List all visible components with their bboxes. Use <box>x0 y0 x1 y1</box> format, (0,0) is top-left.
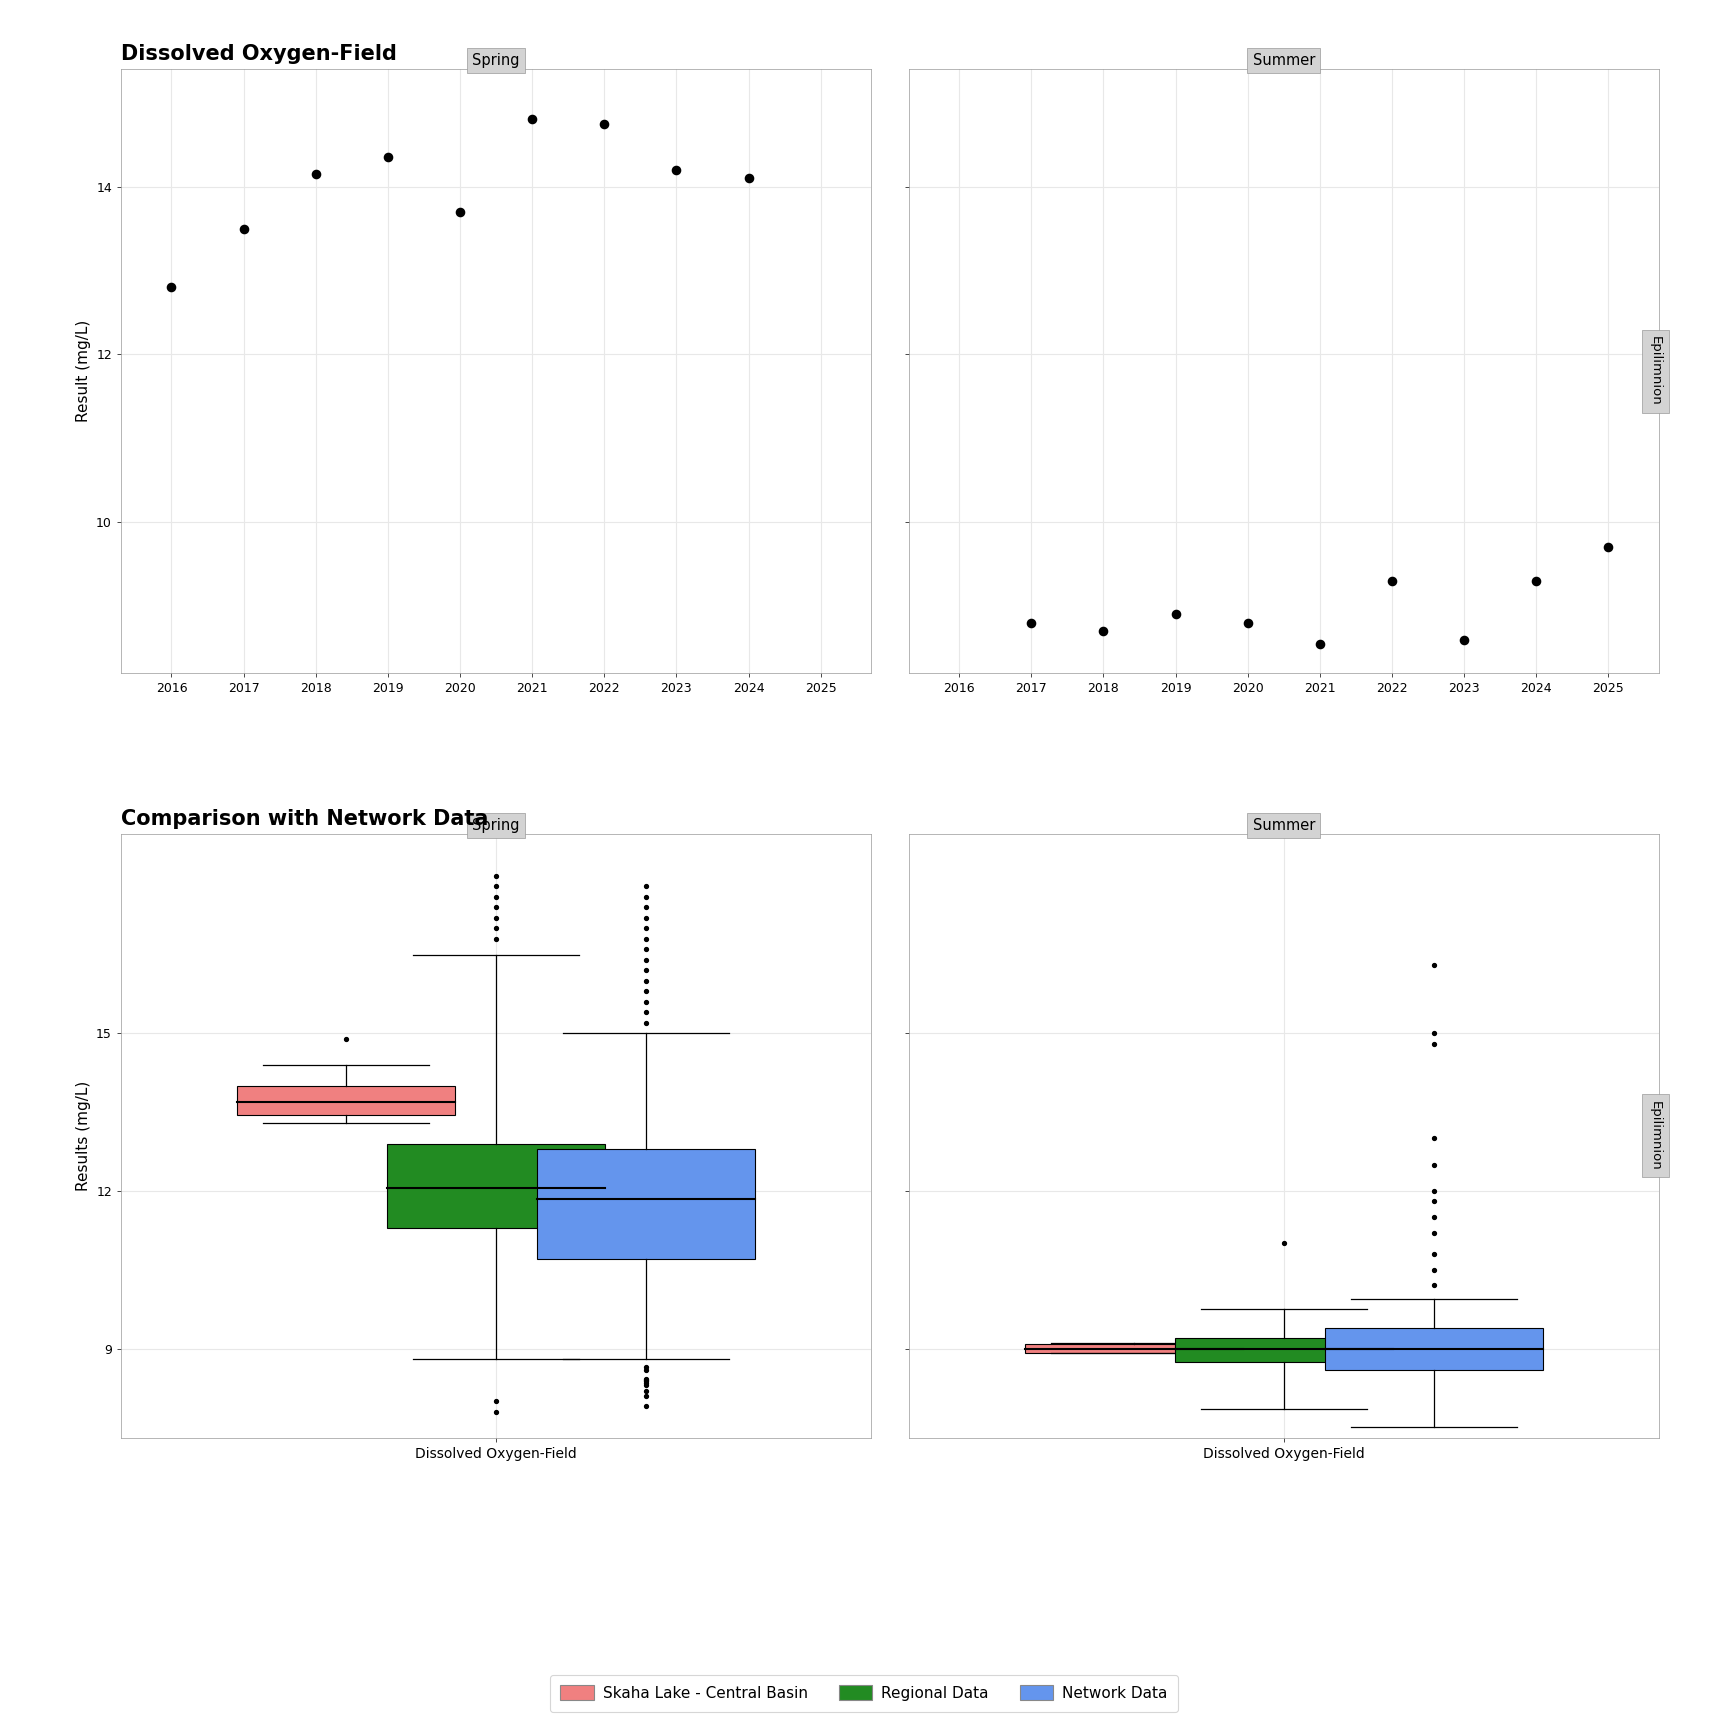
Point <box>1379 567 1407 594</box>
Text: Comparison with Network Data: Comparison with Network Data <box>121 809 489 829</box>
Point <box>1450 626 1477 653</box>
Point <box>1234 608 1261 636</box>
Point <box>1306 631 1334 658</box>
Point <box>734 164 762 192</box>
Point <box>230 214 257 242</box>
Point <box>1161 601 1189 629</box>
Y-axis label: Results (mg/L): Results (mg/L) <box>76 1080 90 1191</box>
Point <box>1522 567 1550 594</box>
Point <box>446 199 473 226</box>
Title: Summer: Summer <box>1253 54 1315 67</box>
Point <box>518 105 546 133</box>
Point <box>662 156 689 183</box>
Point <box>302 161 330 188</box>
Bar <box>387 1144 605 1227</box>
Point <box>591 111 619 138</box>
Point <box>1090 617 1118 645</box>
Point <box>1595 534 1623 562</box>
Point <box>1018 608 1045 636</box>
Bar <box>1025 1344 1242 1353</box>
Text: Dissolved Oxygen-Field: Dissolved Oxygen-Field <box>121 43 397 64</box>
Bar <box>537 1149 755 1260</box>
Title: Summer: Summer <box>1253 817 1315 833</box>
Title: Spring: Spring <box>472 817 520 833</box>
Point <box>157 273 185 301</box>
Y-axis label: Result (mg/L): Result (mg/L) <box>76 320 90 422</box>
Point <box>373 143 401 171</box>
Legend: Skaha Lake - Central Basin, Regional Data, Network Data: Skaha Lake - Central Basin, Regional Dat… <box>550 1674 1178 1712</box>
Title: Spring: Spring <box>472 54 520 67</box>
Bar <box>1175 1337 1393 1362</box>
Text: Epilimnion: Epilimnion <box>1649 337 1662 406</box>
Bar <box>237 1085 454 1115</box>
Text: Epilimnion: Epilimnion <box>1649 1101 1662 1170</box>
Bar <box>1325 1327 1543 1370</box>
